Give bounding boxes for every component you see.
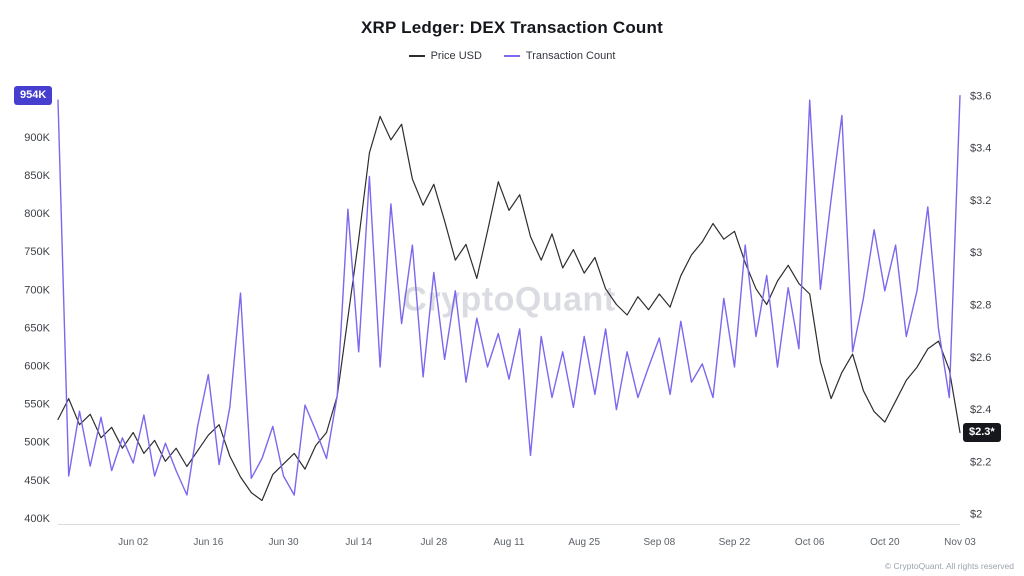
legend: Price USD Transaction Count <box>0 50 1024 62</box>
x-axis-tick-label: Nov 03 <box>944 537 976 548</box>
right-axis-tick-label: $3.2 <box>970 195 991 207</box>
left-axis-tick-label: 600K <box>24 360 50 372</box>
legend-label-transaction-count: Transaction Count <box>525 50 616 62</box>
right-axis-tick-label: $2.4 <box>970 404 991 416</box>
x-axis-tick-label: Oct 20 <box>870 537 900 548</box>
legend-item-price-usd[interactable]: Price USD <box>408 50 482 62</box>
transaction-count-line <box>57 95 961 496</box>
x-axis-tick-label: Sep 22 <box>719 537 751 548</box>
left-axis-tick-label: 650K <box>24 322 50 334</box>
price-line-swatch <box>408 55 425 57</box>
left-axis-tick-label: 400K <box>24 513 50 525</box>
latest-transaction-count-badge: 954K <box>14 85 53 105</box>
price-usd-line <box>57 115 961 502</box>
latest-price-badge: $2.3* <box>963 422 1001 442</box>
copyright-notice: © CryptoQuant. All rights reserved <box>884 561 1014 571</box>
right-axis-tick-label: $2.6 <box>970 352 991 364</box>
transaction-count-line-swatch <box>503 55 520 57</box>
right-axis-tick-label: $3 <box>970 247 982 259</box>
x-axis-tick-label: Jun 30 <box>268 537 298 548</box>
chart-title: XRP Ledger: DEX Transaction Count <box>361 18 663 37</box>
x-axis-tick-label: Jul 14 <box>345 537 372 548</box>
x-axis-tick-label: Aug 11 <box>494 537 525 548</box>
x-axis-tick-label: Jun 16 <box>193 537 223 548</box>
left-axis-tick-label: 800K <box>24 208 50 220</box>
x-axis-tick-label: Jul 28 <box>420 537 447 548</box>
right-axis-tick-label: $3.4 <box>970 143 991 155</box>
legend-label-price-usd: Price USD <box>430 50 482 62</box>
x-axis-tick-label: Jun 02 <box>118 537 148 548</box>
left-axis-tick-label: 750K <box>24 246 50 258</box>
left-axis-tick-label: 700K <box>24 284 50 296</box>
legend-item-transaction-count[interactable]: Transaction Count <box>503 50 616 62</box>
right-axis-tick-label: $2.8 <box>970 300 991 312</box>
right-axis-tick-label: $3.6 <box>970 90 991 102</box>
x-axis-tick-label: Aug 25 <box>568 537 600 548</box>
x-axis-tick-label: Oct 06 <box>795 537 825 548</box>
right-axis-tick-label: $2 <box>970 509 982 521</box>
left-axis-tick-label: 850K <box>24 170 50 182</box>
left-axis-tick-label: 550K <box>24 399 50 411</box>
left-axis-tick-label: 900K <box>24 132 50 144</box>
left-axis-tick-label: 500K <box>24 437 50 449</box>
x-axis-tick-label: Sep 08 <box>643 537 675 548</box>
left-axis-tick-label: 450K <box>24 475 50 487</box>
right-axis-tick-label: $2.2 <box>970 456 991 468</box>
